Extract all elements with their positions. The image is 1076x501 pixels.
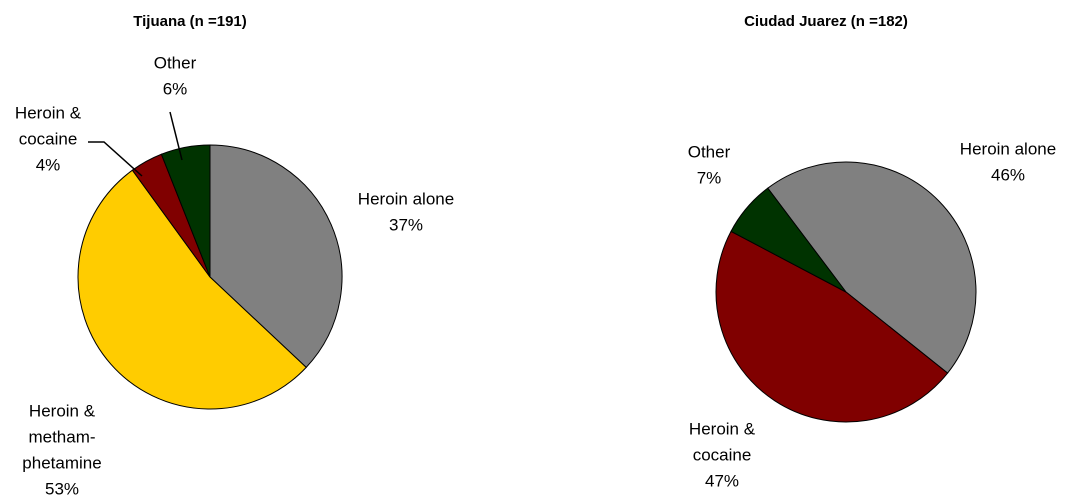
slice-label: Other <box>154 53 197 72</box>
leader-line <box>169 111 183 161</box>
chart-title: Ciudad Juarez (n =182) <box>744 13 908 30</box>
slice-label: Other <box>688 142 731 161</box>
pie-slice <box>160 144 211 278</box>
slice-label: cocaine <box>693 445 752 464</box>
slice-label: phetamine <box>22 453 101 472</box>
pie-slice <box>715 230 949 423</box>
chart-title: Tijuana (n =191) <box>133 13 247 30</box>
slice-label: Heroin alone <box>960 139 1056 158</box>
slice-label: Heroin & <box>29 401 96 420</box>
slice-value-label: 53% <box>45 479 79 498</box>
slice-value-label: 6% <box>163 79 188 98</box>
slice-value-label: 37% <box>389 215 423 234</box>
leader-line <box>88 141 143 177</box>
slice-value-label: 7% <box>697 168 722 187</box>
pie-slice <box>730 187 847 293</box>
pie-slice <box>77 169 307 410</box>
slice-value-label: 47% <box>705 471 739 490</box>
pie-slice <box>209 144 343 369</box>
slice-value-label: 46% <box>991 165 1025 184</box>
pie-slice <box>767 161 977 374</box>
slice-label: Heroin & <box>15 103 82 122</box>
slice-value-label: 4% <box>36 155 61 174</box>
slice-label: cocaine <box>19 129 78 148</box>
slice-label: Heroin alone <box>358 189 454 208</box>
slice-label: metham- <box>28 427 95 446</box>
slice-label: Heroin & <box>689 419 756 438</box>
